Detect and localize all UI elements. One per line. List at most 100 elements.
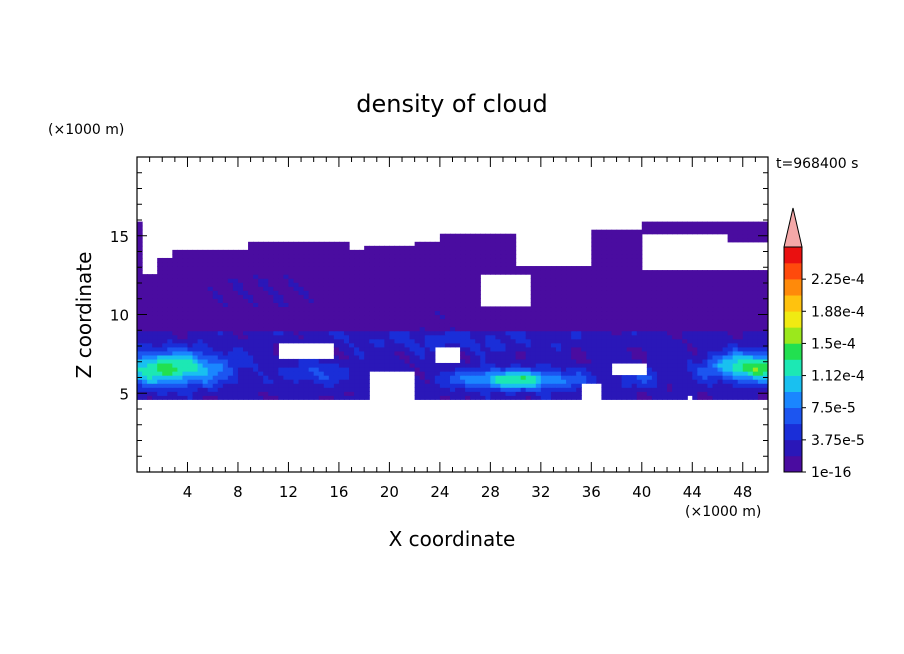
heatmap-cell bbox=[722, 270, 729, 275]
heatmap-cell bbox=[712, 375, 719, 380]
heatmap-cell bbox=[702, 298, 709, 303]
heatmap-cell bbox=[762, 395, 768, 400]
heatmap-cell bbox=[646, 225, 653, 231]
heatmap-cell bbox=[253, 262, 259, 267]
heatmap-cell bbox=[182, 318, 189, 324]
heatmap-cell bbox=[571, 282, 577, 287]
heatmap-cell bbox=[576, 391, 582, 396]
heatmap-cell bbox=[500, 334, 507, 340]
heatmap-cell bbox=[727, 367, 734, 372]
heatmap-cell bbox=[419, 266, 426, 271]
heatmap-cell bbox=[187, 306, 194, 312]
heatmap-cell bbox=[591, 371, 597, 376]
heatmap-cell bbox=[566, 362, 572, 368]
heatmap-cell bbox=[571, 375, 577, 380]
heatmap-cell bbox=[626, 314, 633, 320]
heatmap-cell bbox=[147, 310, 153, 316]
heatmap-cell bbox=[616, 286, 623, 291]
heatmap-cell bbox=[182, 367, 189, 372]
heatmap-cell bbox=[520, 306, 527, 312]
heatmap-cell bbox=[505, 338, 512, 344]
heatmap-cell bbox=[248, 302, 254, 308]
heatmap-cell bbox=[197, 266, 204, 271]
heatmap-cell bbox=[187, 322, 194, 328]
heatmap-cell bbox=[293, 274, 300, 279]
heatmap-cell bbox=[606, 233, 613, 239]
heatmap-cell bbox=[318, 298, 325, 303]
heatmap-cell bbox=[606, 282, 613, 287]
heatmap-cell bbox=[626, 298, 633, 303]
heatmap-cell bbox=[162, 274, 168, 279]
heatmap-cell bbox=[364, 298, 370, 303]
heatmap-cell bbox=[202, 278, 209, 283]
heatmap-cell bbox=[212, 354, 219, 360]
heatmap-cell bbox=[535, 338, 542, 344]
heatmap-cell bbox=[566, 375, 572, 380]
heatmap-cell bbox=[338, 310, 345, 316]
heatmap-cell bbox=[449, 342, 456, 348]
heatmap-cell bbox=[515, 338, 522, 344]
heatmap-cell bbox=[576, 350, 582, 356]
heatmap-cell bbox=[747, 286, 754, 291]
heatmap-cell bbox=[394, 270, 401, 275]
heatmap-cell bbox=[429, 358, 436, 364]
heatmap-cell bbox=[550, 306, 557, 312]
heatmap-cell bbox=[318, 249, 325, 255]
heatmap-cell bbox=[661, 354, 668, 360]
heatmap-cell bbox=[631, 346, 638, 352]
heatmap-cell bbox=[682, 318, 688, 324]
heatmap-cell bbox=[384, 326, 390, 332]
heatmap-cell bbox=[682, 362, 688, 368]
heatmap-cell bbox=[596, 358, 603, 364]
heatmap-cell bbox=[540, 354, 547, 360]
heatmap-cell bbox=[333, 322, 340, 328]
heatmap-cell bbox=[167, 367, 173, 372]
heatmap-cell bbox=[424, 338, 431, 344]
heatmap-cell bbox=[354, 298, 360, 303]
heatmap-cell bbox=[313, 391, 320, 396]
heatmap-cell bbox=[682, 294, 688, 299]
heatmap-cell bbox=[475, 245, 481, 251]
heatmap-cell bbox=[243, 350, 249, 356]
heatmap-cell bbox=[515, 266, 522, 271]
heatmap-cell bbox=[248, 379, 254, 384]
heatmap-cell bbox=[510, 338, 517, 344]
heatmap-cell bbox=[202, 395, 209, 400]
heatmap-cell bbox=[394, 282, 401, 287]
heatmap-cell bbox=[500, 387, 507, 392]
heatmap-cell bbox=[212, 318, 219, 324]
heatmap-cell bbox=[177, 253, 184, 259]
heatmap-cell bbox=[137, 354, 143, 360]
heatmap-cell bbox=[354, 375, 360, 380]
heatmap-cell bbox=[278, 278, 284, 283]
heatmap-cell bbox=[439, 395, 446, 400]
heatmap-cell bbox=[692, 318, 698, 324]
heatmap-cell bbox=[667, 310, 673, 316]
heatmap-cell bbox=[142, 278, 148, 283]
heatmap-cell bbox=[697, 362, 703, 368]
heatmap-cell bbox=[278, 371, 284, 376]
heatmap-cell bbox=[470, 306, 476, 312]
heatmap-cell bbox=[661, 286, 668, 291]
heatmap-cell bbox=[192, 266, 199, 271]
heatmap-cell bbox=[591, 367, 597, 372]
heatmap-cell bbox=[687, 322, 693, 328]
heatmap-cell bbox=[616, 233, 623, 239]
heatmap-cell bbox=[757, 322, 764, 328]
heatmap-cell bbox=[379, 334, 385, 340]
heatmap-cell bbox=[359, 270, 365, 275]
heatmap-cell bbox=[651, 342, 658, 348]
heatmap-cell bbox=[369, 310, 375, 316]
heatmap-cell bbox=[268, 278, 274, 283]
heatmap-cell bbox=[555, 286, 562, 291]
heatmap-cell bbox=[424, 395, 431, 400]
heatmap-cell bbox=[737, 346, 744, 352]
heatmap-cell bbox=[429, 262, 436, 267]
heatmap-cell bbox=[571, 334, 577, 340]
heatmap-cell bbox=[237, 318, 244, 324]
heatmap-cell bbox=[429, 395, 436, 400]
heatmap-cell bbox=[349, 310, 355, 316]
heatmap-cell bbox=[258, 375, 264, 380]
heatmap-cell bbox=[328, 371, 335, 376]
heatmap-cell bbox=[641, 310, 648, 316]
